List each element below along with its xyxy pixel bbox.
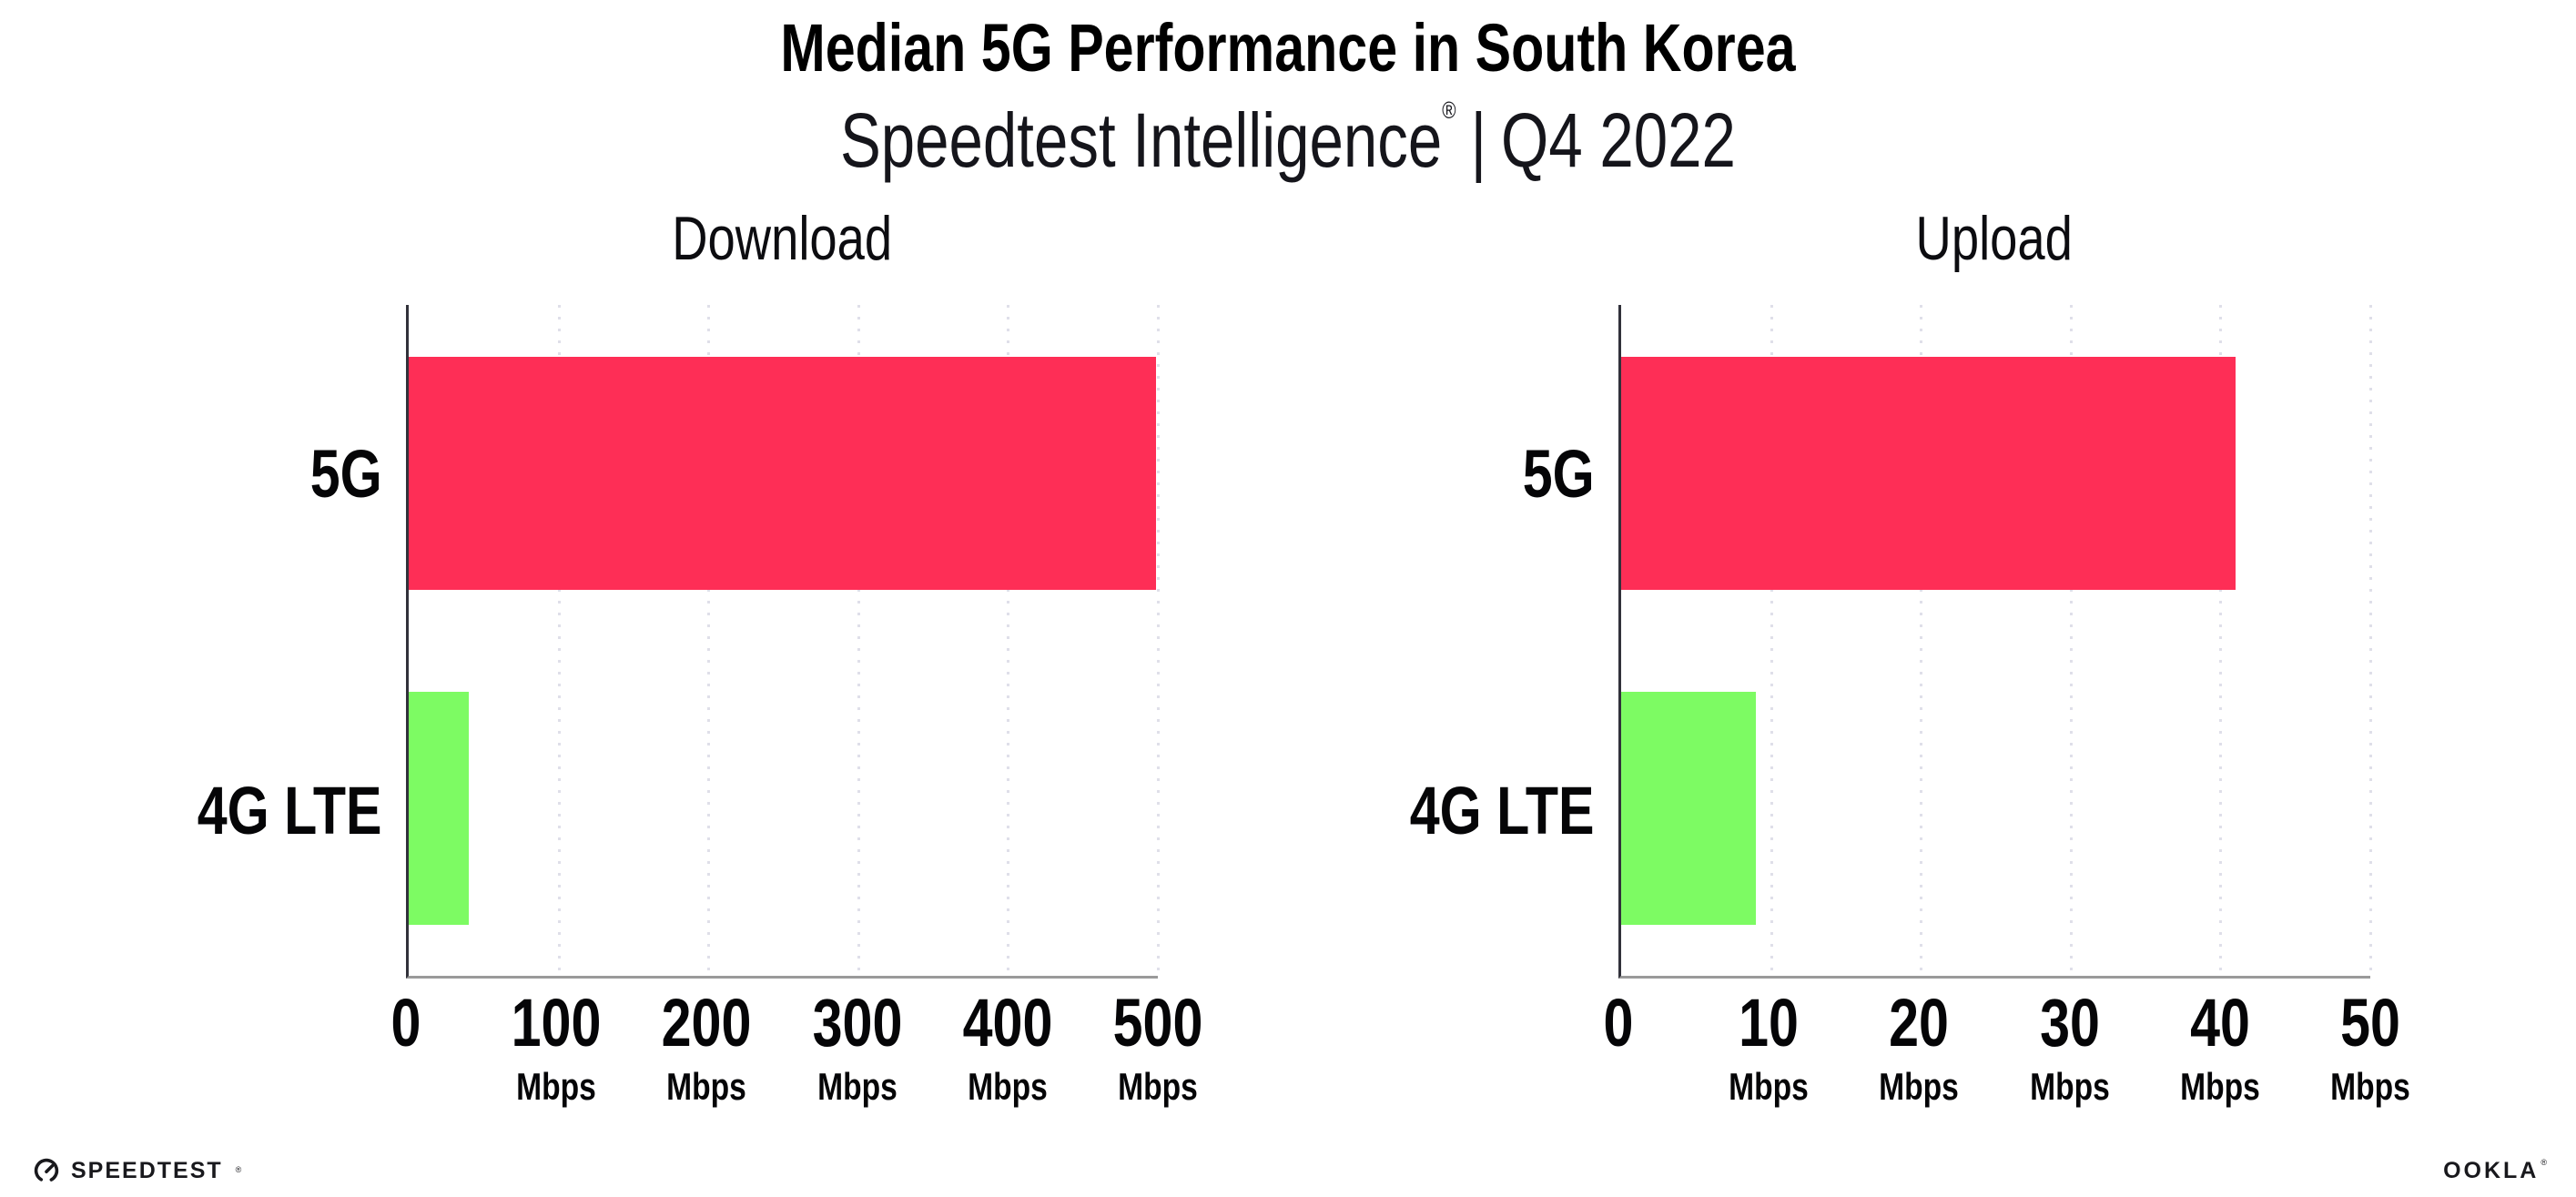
chart-body-download: 5G 4G LTE bbox=[102, 305, 1160, 979]
x-tick-value-50-upload: 50 bbox=[2340, 985, 2400, 1061]
gridline-30-upload bbox=[2069, 305, 2073, 977]
page-title-text: Median 5G Performance in South Korea bbox=[780, 10, 1796, 86]
gridline-100-download bbox=[557, 305, 561, 977]
subtitle-period: Q4 2022 bbox=[1501, 97, 1736, 183]
x-tick-unit-400-download: Mbps bbox=[967, 1065, 1048, 1109]
x-tick-200-download: 200 Mbps bbox=[651, 989, 763, 1106]
page-subtitle: Speedtest Intelligence® | Q4 2022 bbox=[0, 98, 2576, 178]
category-labels-upload: 5G 4G LTE bbox=[1314, 305, 1618, 979]
x-axis-labels-upload: 0 10 Mbps 20 Mbps 30 Mbps 40 Mbps 50 Mbps bbox=[1604, 979, 2410, 1129]
gridline-50-upload bbox=[2369, 305, 2372, 977]
gridline-500-download bbox=[1157, 305, 1160, 977]
x-tick-400-download: 400 Mbps bbox=[951, 989, 1063, 1106]
category-label-4g-lte-upload: 4G LTE bbox=[1314, 642, 1618, 979]
plot-area-upload bbox=[1618, 305, 2372, 979]
category-label-text-4g-lte: 4G LTE bbox=[1410, 772, 1595, 848]
subtitle-inner: Speedtest Intelligence® | Q4 2022 bbox=[840, 98, 1736, 178]
chart-title-text-upload: Upload bbox=[1915, 204, 2074, 273]
speedtest-wordmark: SPEEDTEST bbox=[71, 1157, 223, 1183]
x-tick-unit-50-upload: Mbps bbox=[2330, 1065, 2410, 1109]
x-tick-30-upload: 30 Mbps bbox=[2020, 989, 2120, 1106]
gridline-300-download bbox=[857, 305, 860, 977]
bars-upload bbox=[1621, 305, 2370, 976]
bar-5g-download bbox=[409, 356, 1157, 590]
gridline-40-upload bbox=[2219, 305, 2223, 977]
category-label-5g-download: 5G bbox=[102, 305, 406, 642]
registered-mark: ® bbox=[1442, 96, 1456, 124]
x-tick-unit-40-upload: Mbps bbox=[2179, 1065, 2260, 1109]
x-tick-500-download: 500 Mbps bbox=[1101, 989, 1213, 1106]
ookla-registered-mark: ® bbox=[2541, 1157, 2547, 1167]
x-tick-value-500-download: 500 bbox=[1112, 985, 1203, 1061]
x-tick-0-upload: 0 bbox=[1599, 989, 1637, 1057]
chart-header: Median 5G Performance in South Korea Spe… bbox=[0, 0, 2576, 179]
x-tick-value-100-download: 100 bbox=[511, 985, 602, 1061]
category-labels-download: 5G 4G LTE bbox=[102, 305, 406, 979]
x-tick-unit-300-download: Mbps bbox=[816, 1065, 898, 1109]
chart-download: Download 5G 4G LTE 0 100 Mbps 200 Mbps 300 Mbps 40… bbox=[102, 204, 1203, 1129]
bar-row-4g-lte-upload bbox=[1621, 641, 2370, 977]
gridline-400-download bbox=[1007, 305, 1010, 977]
x-axis-labels-download: 0 100 Mbps 200 Mbps 300 Mbps 400 Mbps 500 Mbps bbox=[391, 979, 1203, 1129]
x-tick-50-upload: 50 Mbps bbox=[2320, 989, 2420, 1106]
ookla-logo: OOKLA ® bbox=[2443, 1157, 2547, 1183]
gridline-20-upload bbox=[1920, 305, 1923, 977]
speedtest-gauge-icon bbox=[34, 1158, 59, 1183]
x-tick-value-300-download: 300 bbox=[812, 985, 902, 1061]
chart-title-text-download: Download bbox=[672, 204, 892, 273]
category-label-text-5g: 5G bbox=[1523, 435, 1595, 512]
x-tick-unit-500-download: Mbps bbox=[1118, 1065, 1198, 1109]
x-tick-unit-30-upload: Mbps bbox=[2029, 1065, 2110, 1109]
chart-upload: Upload 5G 4G LTE 0 10 Mbps 20 Mbps 30 Mbps 40 Mbps 5… bbox=[1314, 204, 2410, 1129]
category-label-5g-upload: 5G bbox=[1314, 305, 1618, 642]
x-tick-unit-200-download: Mbps bbox=[666, 1065, 747, 1109]
bar-row-5g-download bbox=[409, 305, 1158, 641]
speedtest-registered-mark: ® bbox=[235, 1164, 242, 1174]
speedtest-logo: SPEEDTEST ® bbox=[33, 1157, 241, 1184]
x-tick-20-upload: 20 Mbps bbox=[1870, 989, 1970, 1106]
page-title: Median 5G Performance in South Korea bbox=[0, 15, 2576, 82]
chart-title-upload: Upload bbox=[1618, 204, 2370, 273]
gridline-200-download bbox=[707, 305, 711, 977]
x-tick-unit-10-upload: Mbps bbox=[1729, 1065, 1810, 1109]
bar-row-4g-lte-download bbox=[409, 641, 1158, 977]
subtitle-brand: Speedtest Intelligence bbox=[840, 97, 1443, 183]
chart-body-upload: 5G 4G LTE bbox=[1314, 305, 2372, 979]
x-tick-10-upload: 10 Mbps bbox=[1719, 989, 1819, 1106]
bar-row-5g-upload bbox=[1621, 305, 2370, 641]
x-tick-300-download: 300 Mbps bbox=[801, 989, 913, 1106]
x-tick-value-400-download: 400 bbox=[962, 985, 1053, 1061]
plot-area-download bbox=[406, 305, 1160, 979]
x-tick-0-download: 0 bbox=[387, 989, 424, 1057]
category-label-text-4g-lte: 4G LTE bbox=[198, 772, 382, 848]
x-tick-value-20-upload: 20 bbox=[1889, 985, 1950, 1061]
x-tick-40-upload: 40 Mbps bbox=[2170, 989, 2270, 1106]
bar-4g-lte-upload bbox=[1621, 692, 1757, 926]
x-tick-value-0-download: 0 bbox=[390, 985, 421, 1061]
chart-title-download: Download bbox=[406, 204, 1158, 273]
x-tick-unit-100-download: Mbps bbox=[516, 1065, 597, 1109]
bar-4g-lte-download bbox=[409, 692, 469, 926]
subtitle-divider: | bbox=[1470, 97, 1487, 183]
x-tick-value-10-upload: 10 bbox=[1739, 985, 1800, 1061]
category-label-4g-lte-download: 4G LTE bbox=[102, 642, 406, 979]
x-tick-value-200-download: 200 bbox=[662, 985, 752, 1061]
x-tick-value-40-upload: 40 bbox=[2189, 985, 2250, 1061]
category-label-text-5g: 5G bbox=[310, 435, 382, 512]
ookla-wordmark: OOKLA bbox=[2443, 1157, 2540, 1183]
x-tick-unit-20-upload: Mbps bbox=[1879, 1065, 1960, 1109]
x-tick-100-download: 100 Mbps bbox=[500, 989, 612, 1106]
x-tick-value-0-upload: 0 bbox=[1603, 985, 1634, 1061]
gridline-10-upload bbox=[1770, 305, 1773, 977]
charts-row: Download 5G 4G LTE 0 100 Mbps 200 Mbps 300 Mbps 40… bbox=[0, 204, 2576, 1129]
bar-5g-upload bbox=[1621, 356, 2236, 590]
page-footer: SPEEDTEST ® OOKLA ® bbox=[0, 1157, 2576, 1184]
x-tick-value-30-upload: 30 bbox=[2039, 985, 2100, 1061]
bars-download bbox=[409, 305, 1158, 976]
